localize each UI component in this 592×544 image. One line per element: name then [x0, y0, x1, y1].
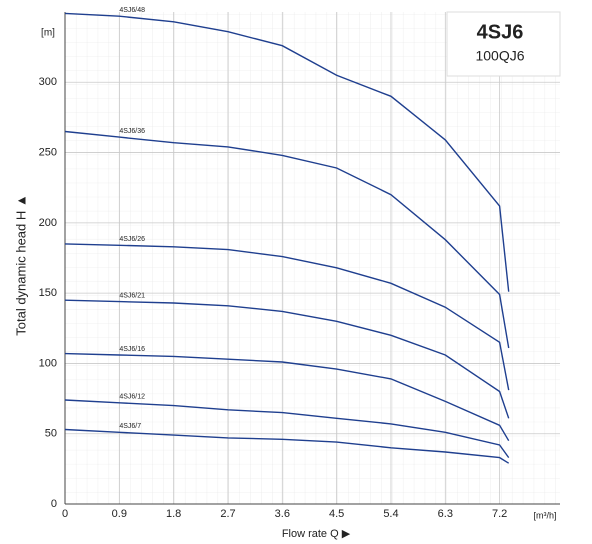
x-tick-label: 4.5 — [329, 508, 344, 520]
title-box — [446, 11, 561, 77]
y-tick-label: 300 — [39, 76, 57, 88]
x-tick-label: 3.6 — [275, 508, 290, 520]
curve — [64, 130, 510, 349]
series-label: 4SJ6/48 — [119, 7, 145, 14]
curve — [64, 428, 510, 464]
x-axis-label: Flow rate Q ▶ — [282, 528, 351, 540]
x-unit: [m³/h] — [533, 510, 556, 520]
y-tick-label: 250 — [39, 146, 57, 158]
y-unit: [m] — [41, 28, 55, 39]
curve — [64, 399, 510, 459]
x-tick-label: 1.8 — [166, 508, 181, 520]
y-tick-label: 150 — [39, 287, 57, 299]
curve — [64, 299, 510, 419]
series-label: 4SJ6/26 — [119, 236, 145, 243]
chart-title: 4SJ6 — [477, 21, 524, 43]
series-label: 4SJ6/21 — [119, 292, 145, 299]
curve — [64, 12, 510, 292]
y-tick-label: 0 — [51, 498, 57, 510]
x-tick-label: 2.7 — [220, 508, 235, 520]
series-label: 4SJ6/12 — [119, 394, 145, 401]
grid — [64, 12, 560, 505]
series-label: 4SJ6/7 — [119, 423, 141, 430]
curve — [64, 352, 510, 442]
series-label: 4SJ6/36 — [119, 128, 145, 135]
x-tick-label: 0.9 — [112, 508, 127, 520]
x-tick-label: 6.3 — [438, 508, 453, 520]
x-tick-label: 0 — [62, 508, 68, 520]
y-axis-label: Total dynamic head H ▲ — [13, 194, 28, 336]
series-label: 4SJ6/16 — [119, 346, 145, 353]
chart-subtitle: 100QJ6 — [475, 48, 524, 64]
minor-grid — [65, 12, 560, 504]
y-tick-label: 200 — [39, 217, 57, 229]
x-tick-label: 7.2 — [492, 508, 507, 520]
y-tick-label: 100 — [39, 357, 57, 369]
y-tick-label: 50 — [45, 428, 57, 440]
curve — [64, 243, 510, 391]
x-tick-label: 5.4 — [383, 508, 398, 520]
